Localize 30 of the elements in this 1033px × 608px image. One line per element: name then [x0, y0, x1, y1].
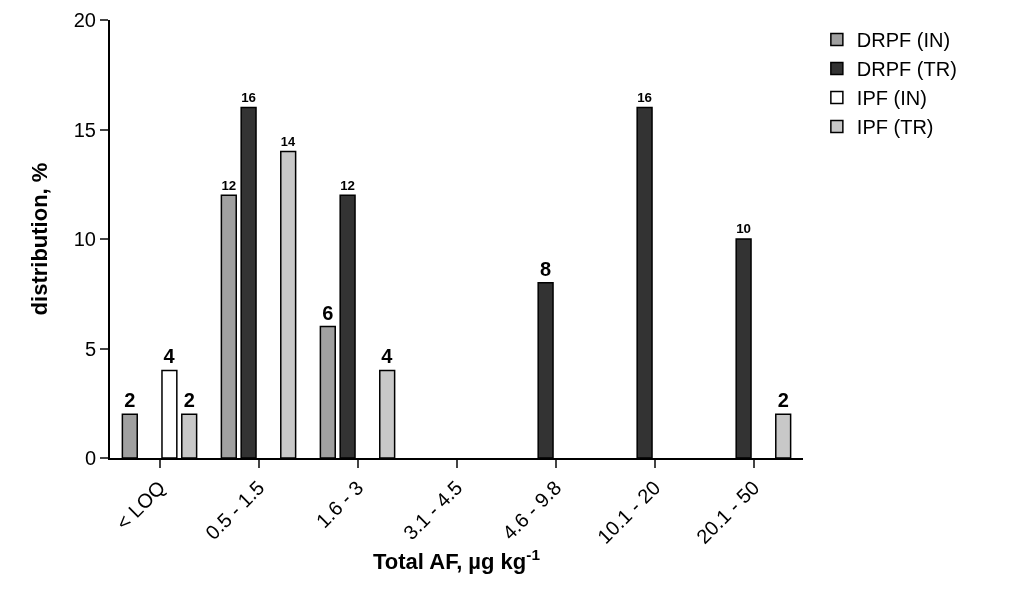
x-tick-label: 10.1 - 20: [593, 476, 665, 548]
y-tick-label: 0: [84, 447, 96, 469]
y-tick-label: 10: [73, 228, 96, 250]
data-label: 14: [280, 133, 296, 149]
y-tick-label: 5: [84, 337, 96, 360]
data-label: 6: [322, 301, 334, 324]
x-tick-label: 4.6 - 9.8: [497, 476, 566, 544]
data-label: 12: [221, 177, 237, 193]
x-tick-label: 0.5 - 1.5: [200, 476, 269, 544]
data-label: 12: [340, 177, 356, 193]
data-label: 16: [241, 89, 257, 105]
legend-label: DRPF (TR): [856, 58, 957, 81]
legend-label: DRPF (IN): [856, 29, 951, 52]
x-tick-label: 20.1 - 50: [692, 476, 764, 548]
y-tick-label: 20: [73, 9, 96, 31]
data-label: 8: [540, 257, 552, 280]
y-tick-label: 15: [73, 118, 96, 141]
legend-label: IPF (IN): [856, 87, 927, 110]
data-label: 2: [124, 389, 136, 412]
data-label: 4: [163, 345, 176, 368]
x-tick-label: 1.6 - 3: [311, 476, 368, 532]
data-label: 4: [381, 345, 394, 368]
data-label: 16: [637, 89, 653, 105]
legend-label: IPF (TR): [856, 116, 934, 139]
x-tick-label: 3.1 - 4.5: [398, 476, 467, 544]
x-axis-title: Total AF, µg kg$^{-1}$: [373, 545, 541, 575]
data-label: 2: [777, 389, 789, 412]
y-axis-title: distribution, %: [27, 162, 53, 316]
data-label: 2: [183, 389, 195, 412]
data-label: 10: [736, 221, 752, 237]
